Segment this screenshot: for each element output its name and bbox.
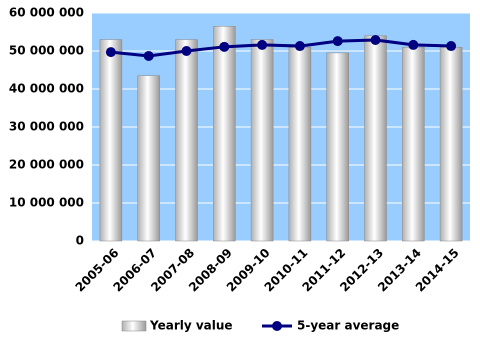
- bar: [364, 35, 387, 242]
- bar: [99, 39, 123, 242]
- y-tick-label: 50 000 000: [9, 44, 84, 58]
- legend-swatch: [121, 320, 147, 332]
- bar: [250, 39, 274, 242]
- line-marker: [181, 46, 192, 56]
- legend-label: 5-year average: [297, 319, 399, 333]
- line-marker: [219, 41, 230, 52]
- y-tick-label: 40 000 000: [9, 82, 84, 96]
- line-marker: [105, 47, 116, 58]
- bar: [213, 26, 236, 242]
- bar: [326, 52, 349, 242]
- line-marker: [370, 34, 381, 45]
- bar: [137, 75, 160, 242]
- legend-label: Yearly value: [149, 319, 233, 333]
- bar: [439, 46, 463, 242]
- line-marker: [446, 41, 457, 52]
- y-tick-label: 20 000 000: [9, 158, 84, 172]
- line-marker: [143, 50, 154, 61]
- y-tick-label: 10 000 000: [9, 196, 84, 210]
- line: [110, 38, 452, 58]
- legend-marker: [272, 321, 282, 331]
- y-tick-label: 30 000 000: [9, 120, 84, 134]
- y-tick-label: 60 000 000: [9, 6, 84, 20]
- line-marker: [294, 41, 305, 52]
- line-marker: [257, 39, 268, 50]
- y-tick-label: 0: [76, 234, 84, 248]
- bar: [175, 39, 198, 242]
- line-marker: [332, 36, 343, 47]
- bar: [288, 46, 312, 242]
- bar: [402, 46, 425, 242]
- line-marker: [408, 39, 419, 50]
